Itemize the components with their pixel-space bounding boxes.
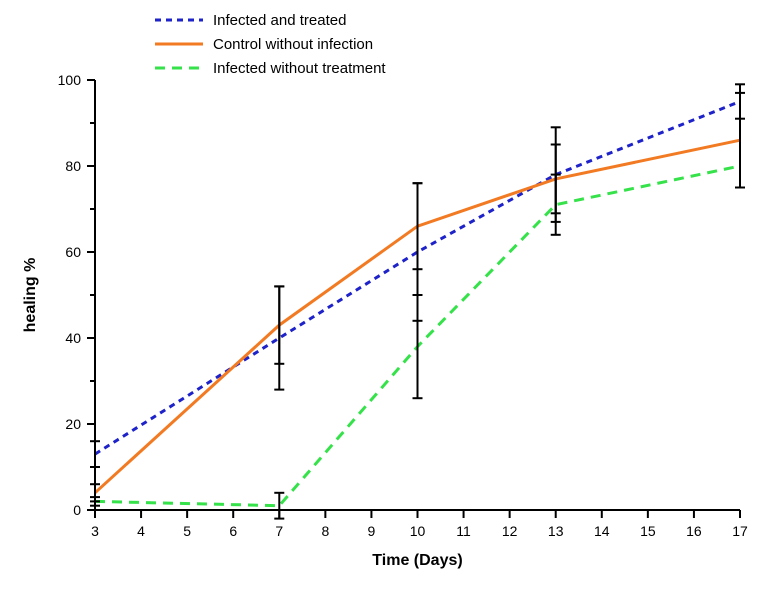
x-tick-label: 13: [548, 523, 564, 539]
x-tick-label: 5: [183, 523, 191, 539]
x-tick-label: 15: [640, 523, 656, 539]
legend-label-control: Control without infection: [213, 36, 373, 53]
x-tick-label: 9: [368, 523, 376, 539]
x-tick-label: 16: [686, 523, 702, 539]
x-tick-label: 14: [594, 523, 610, 539]
y-axis-label: healing %: [22, 258, 39, 333]
y-tick-label: 60: [65, 244, 81, 260]
y-tick-label: 0: [73, 502, 81, 518]
legend-label-infected_untreated: Infected without treatment: [213, 60, 386, 77]
x-tick-label: 11: [456, 523, 471, 539]
x-tick-label: 4: [137, 523, 145, 539]
x-tick-label: 17: [732, 523, 748, 539]
y-tick-label: 40: [65, 330, 81, 346]
x-tick-label: 10: [410, 523, 426, 539]
y-tick-label: 80: [65, 158, 81, 174]
healing-line-chart: 3 4 5 6 7 8 9 10 11 12 13 14 15 16 17 0 20 40 60 80 100 Time …: [0, 0, 768, 599]
x-axis-label: Time (Days): [372, 552, 462, 569]
legend-label-infected_treated: Infected and treated: [213, 12, 346, 29]
y-tick-label: 100: [58, 72, 82, 88]
x-tick-label: 7: [275, 523, 283, 539]
chart-svg: 3 4 5 6 7 8 9 10 11 12 13 14 15 16 17 0 20 40 60 80 100 Time …: [0, 0, 768, 599]
x-tick-label: 6: [229, 523, 237, 539]
x-tick-label: 12: [502, 523, 518, 539]
x-tick-label: 8: [321, 523, 329, 539]
y-tick-label: 20: [65, 416, 81, 432]
x-tick-label: 3: [91, 523, 99, 539]
